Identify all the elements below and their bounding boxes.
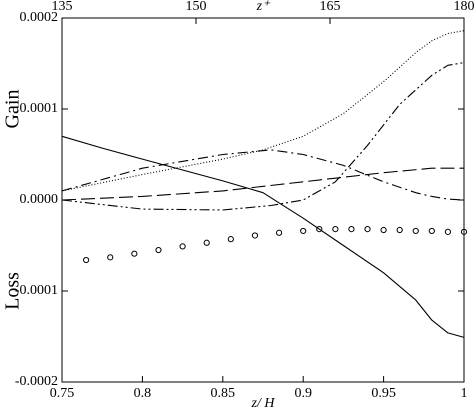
y-tick-label: 0.0000 [20,192,59,207]
y-axis-label-gain: Gain [2,90,24,129]
x-tick-label: 1 [461,386,468,401]
x2-tick-label: 150 [186,0,207,14]
loss-marker [348,226,355,233]
series-line [61,135,465,338]
x-axis-label: z/ H [251,396,276,411]
loss-marker [444,228,452,235]
loss-marker [380,226,387,234]
loss-marker [83,256,90,264]
x2-tick-label: 180 [454,0,474,14]
x-tick-label: 0.75 [50,386,75,401]
loss-marker [227,236,234,243]
x2-axis-label: z⁺ [256,0,271,14]
loss-marker [107,254,114,261]
y-axis-label-loss: Loss [2,272,24,310]
loss-marker [275,229,283,236]
loss-marker [179,243,186,250]
loss-marker [131,250,138,257]
loss-marker [460,228,468,235]
loss-marker [316,226,323,233]
y-tick-label: 0.0001 [20,101,59,116]
y-tick-label: -0.0001 [15,283,58,298]
loss-marker [412,227,419,235]
loss-marker [300,227,307,235]
loss-marker [428,227,435,235]
x2-tick-label: 165 [320,0,341,14]
series-line [61,62,465,211]
loss-marker [203,239,210,246]
x-tick-label: 0.9 [294,386,312,401]
loss-marker [396,226,403,234]
loss-marker [332,226,339,233]
y-tick-label: 0.0002 [20,10,59,25]
y-tick-label: -0.0002 [15,374,58,389]
series-line [61,149,465,201]
series-line [61,30,465,192]
loss-marker [155,246,162,254]
loss-marker [364,226,371,233]
loss-marker [251,232,259,239]
x-tick-label: 0.8 [134,386,152,401]
x-tick-label: 0.95 [371,386,396,401]
plot-frame [61,17,465,383]
x-tick-label: 0.85 [211,386,236,401]
x2-tick-label: 135 [52,0,73,14]
series-line [61,167,464,201]
